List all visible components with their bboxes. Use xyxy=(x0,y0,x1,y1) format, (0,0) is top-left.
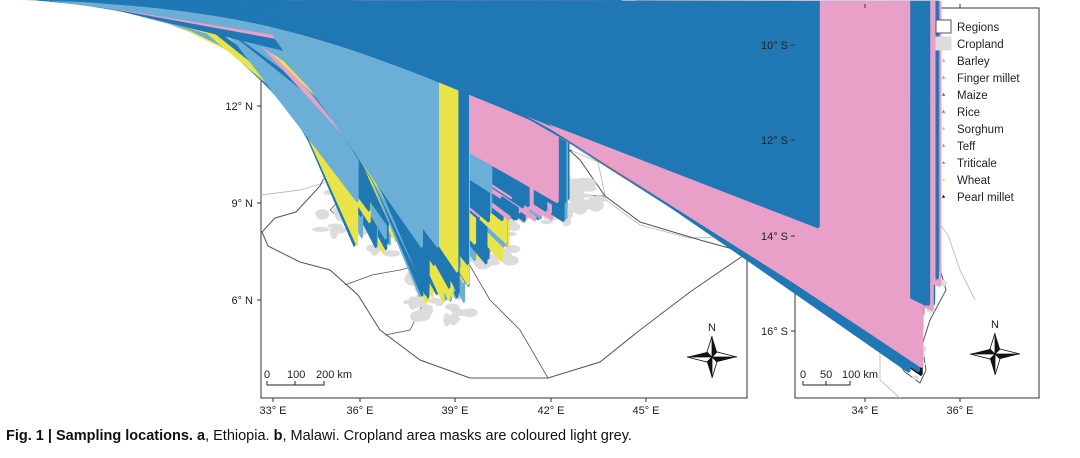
cropland-patch xyxy=(312,226,330,232)
caption-b-text: , Malawi. Cropland area masks are colour… xyxy=(282,428,632,444)
caption-a-text: , Ethiopia. xyxy=(205,428,274,444)
legend-label-teff: Teff xyxy=(957,141,976,153)
cropland-patch xyxy=(580,185,597,192)
scale-b-0: 0 xyxy=(800,369,806,381)
legend-label-regions: Regions xyxy=(957,22,999,34)
cropland-patch xyxy=(330,226,347,234)
north-arrow-b: N xyxy=(969,319,1021,376)
cropland-patch xyxy=(410,311,424,323)
legend-swatch-pearl-millet xyxy=(941,194,946,198)
legend-swatch-teff xyxy=(941,143,946,147)
lat-tick-6n: 6° N xyxy=(231,295,253,307)
cropland-patch xyxy=(428,297,441,304)
cropland-patch xyxy=(575,200,593,207)
cropland-patch xyxy=(501,255,519,266)
scale-b-100: 100 km xyxy=(842,369,878,381)
cropland-patch xyxy=(315,209,330,220)
lat-tick-12n: 12° N xyxy=(225,101,253,113)
cropland-patch xyxy=(564,202,581,213)
legend-swatch-triticale xyxy=(941,160,946,164)
caption-title: Sampling locations. xyxy=(55,428,193,444)
legend-swatch-finger-millet xyxy=(941,75,946,79)
cropland-patch xyxy=(453,305,461,317)
legend: Regions Cropland Barley Finger millet Maize R… xyxy=(935,19,1020,204)
legend-swatch-rice xyxy=(941,109,946,113)
cropland-patch xyxy=(461,308,478,318)
cropland-patch xyxy=(327,223,344,229)
north-label-a: N xyxy=(708,322,716,334)
cropland-patch xyxy=(382,250,401,257)
caption-b-label: b xyxy=(273,428,283,444)
legend-label-sorghum: Sorghum xyxy=(957,124,1004,136)
legend-label-wheat: Wheat xyxy=(957,175,991,187)
legend-swatch-cropland xyxy=(935,36,952,51)
north-arrow-a: N xyxy=(686,322,738,379)
legend-swatch-sorghum xyxy=(941,126,946,130)
cropland-patch xyxy=(421,304,433,314)
lon-ticks-a: 33° E 36° E 39° E 42° E 45° E xyxy=(259,4,660,417)
panel-b: b 10° S 12° S 14° S 16° S xyxy=(24,0,1040,417)
cropland-patch xyxy=(409,298,425,308)
lat-ticks-a: 12° N 9° N 6° N xyxy=(225,101,261,307)
legend-swatch-maize xyxy=(941,92,946,96)
legend-label-pearl-millet: Pearl millet xyxy=(957,192,1015,204)
legend-label-barley: Barley xyxy=(957,56,990,68)
cropland-patch xyxy=(506,222,521,232)
cropland-patch xyxy=(912,375,920,381)
lon-tick-34e: 34° E xyxy=(851,405,878,417)
scale-b-50: 50 xyxy=(820,369,832,381)
lon-tick-42e: 42° E xyxy=(537,405,564,417)
lon-tick-39e: 39° E xyxy=(441,405,468,417)
lat-tick-9n: 9° N xyxy=(231,198,253,210)
figure-caption: Fig. 1 | Sampling locations. a, Ethiopia… xyxy=(6,428,1076,444)
legend-label-maize: Maize xyxy=(957,90,988,102)
cropland-patch xyxy=(540,219,553,225)
scale-a-200: 200 km xyxy=(316,369,352,381)
legend-swatch-wheat xyxy=(941,177,946,181)
lat-tick-10s: 10° S xyxy=(761,40,788,52)
sample-point xyxy=(228,0,820,229)
scale-a-0: 0 xyxy=(264,369,270,381)
scale-a-100: 100 xyxy=(287,369,305,381)
cropland-patch xyxy=(578,193,593,198)
legend-swatch-barley xyxy=(941,58,946,62)
legend-label-cropland: Cropland xyxy=(957,39,1004,51)
figure-maps: a xyxy=(24,0,1040,417)
lat-ticks-b: 10° S 12° S 14° S 16° S xyxy=(761,40,795,338)
cropland-patch xyxy=(443,312,451,327)
north-label-b: N xyxy=(991,319,999,331)
lat-tick-14s: 14° S xyxy=(761,231,788,243)
lon-tick-36e: 36° E xyxy=(346,405,373,417)
scale-bar-a: 0 100 200 km xyxy=(264,369,352,386)
cropland-patch xyxy=(484,259,500,266)
legend-label-rice: Rice xyxy=(957,107,980,119)
cropland-patch xyxy=(447,316,461,322)
lon-ticks-b: 34° E 36° E xyxy=(851,4,974,417)
scale-bar-b: 0 50 100 km xyxy=(800,369,878,386)
lon-tick-45e: 45° E xyxy=(632,405,659,417)
legend-label-triticale: Triticale xyxy=(957,158,997,170)
caption-a-label: a xyxy=(196,428,206,444)
lon-tick-36e-b: 36° E xyxy=(946,405,973,417)
legend-label-finger-millet: Finger millet xyxy=(957,73,1020,85)
lon-tick-33e: 33° E xyxy=(259,405,286,417)
caption-fig-label: Fig. 1 | xyxy=(6,428,56,444)
legend-swatch-regions xyxy=(935,19,952,34)
sample-points-b xyxy=(24,0,942,377)
lat-tick-16s: 16° S xyxy=(761,326,788,338)
lat-tick-12s: 12° S xyxy=(761,135,788,147)
